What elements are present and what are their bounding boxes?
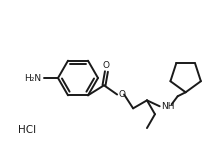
Text: NH: NH (161, 102, 174, 111)
Text: O: O (118, 90, 125, 99)
Text: HCl: HCl (18, 125, 36, 135)
Text: H₂N: H₂N (24, 73, 41, 83)
Text: O: O (103, 60, 110, 70)
